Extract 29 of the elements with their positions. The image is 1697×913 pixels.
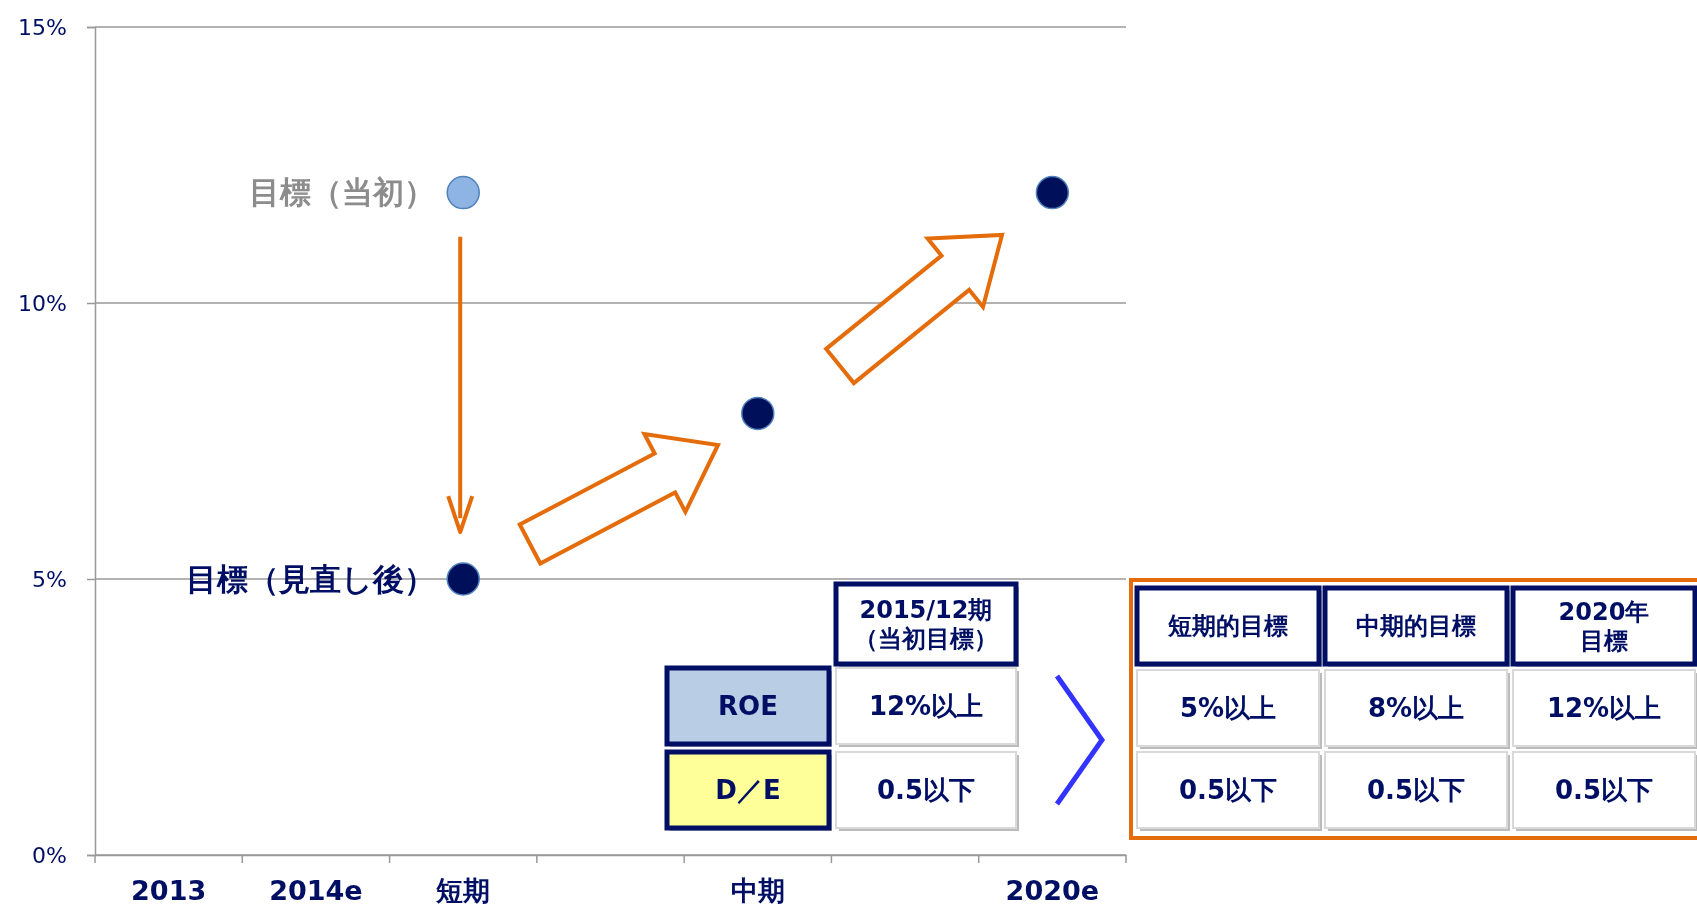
annotation: 2015/12期（当初目標） (854, 595, 998, 653)
series-label: 目標（当初） (249, 174, 436, 211)
x-tick-label: 2013 (131, 875, 207, 907)
x-tick-label: 短期 (435, 875, 491, 907)
y-tick-label: 0% (32, 842, 67, 868)
annotation: 12%以上 (868, 691, 984, 722)
text: 12%以上 (1546, 693, 1662, 724)
point (446, 175, 480, 210)
series-label: 目標（見直し後） (186, 560, 436, 597)
text: 5%以上 (1179, 693, 1277, 724)
y-tick-label: 10% (18, 290, 67, 316)
point (741, 396, 775, 431)
y-tick-label: 5% (32, 566, 67, 592)
annotation: ROE (718, 691, 778, 722)
text: 2020年目標 (1558, 597, 1650, 655)
x-tick-label: 中期 (730, 875, 785, 907)
text: 0.5以下 (1178, 775, 1278, 806)
point (1035, 175, 1070, 210)
text: 中期的目標 (1356, 612, 1476, 641)
annotation: 0.5以下 (876, 775, 976, 806)
annotation: D／E (715, 775, 781, 806)
text: 0.5以下 (1366, 775, 1466, 806)
x-tick-label: 2014e (269, 875, 363, 907)
y-tick-label: 15% (18, 14, 67, 40)
text: 0.5以下 (1554, 775, 1654, 806)
text: 8%以上 (1367, 693, 1465, 724)
point (446, 562, 480, 596)
text: 短期的目標 (1168, 612, 1288, 641)
x-tick-label: 2020e (1005, 875, 1100, 907)
